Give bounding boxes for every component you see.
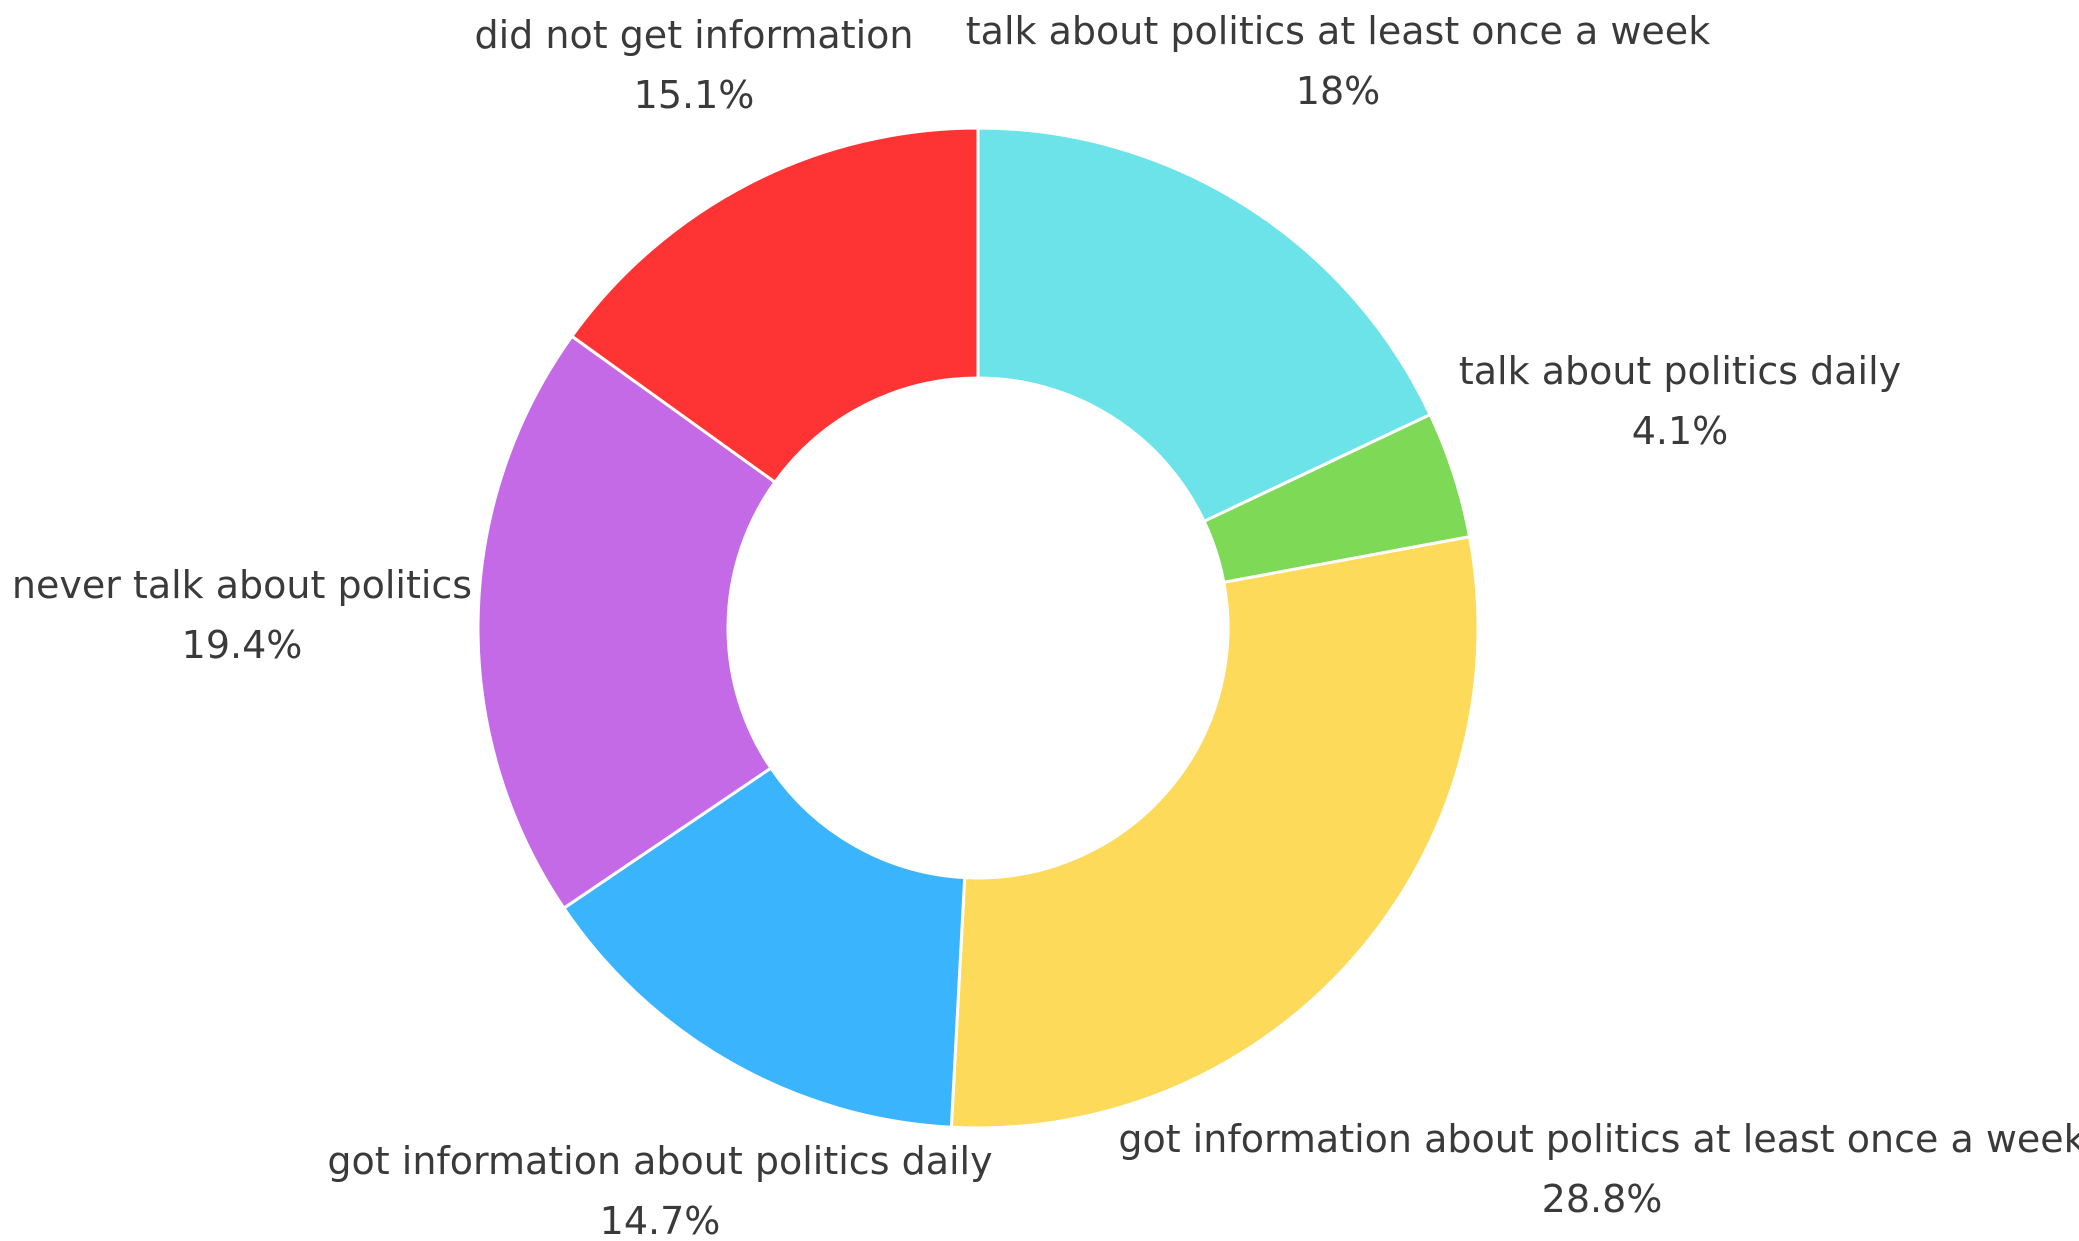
pie-slice [976,126,1433,524]
slice-label: got information about politics daily [327,1139,992,1183]
pie-slice [949,534,1480,1130]
slice-label: never talk about politics [12,563,472,607]
labels-layer: talk about politics at least once a week… [12,9,2079,1241]
slice-label: did not get information [475,13,914,57]
slice-value-label: 14.7% [600,1199,721,1237]
slice-value-label: 19.4% [182,623,303,667]
pie-slice [476,334,778,911]
slice-label: got information about politics at least … [1118,1117,2079,1161]
slice-label: talk about politics at least once a week [966,9,1710,53]
pie-slice [561,765,967,1129]
slice-label: talk about politics daily [1459,349,1901,393]
slice-value-label: 4.1% [1632,409,1729,453]
slice-value-label: 28.8% [1542,1177,1663,1221]
pie-slice [569,126,980,485]
slice-value-label: 15.1% [634,73,755,117]
slices-layer [476,126,1480,1130]
slice-value-label: 18% [1296,69,1380,113]
